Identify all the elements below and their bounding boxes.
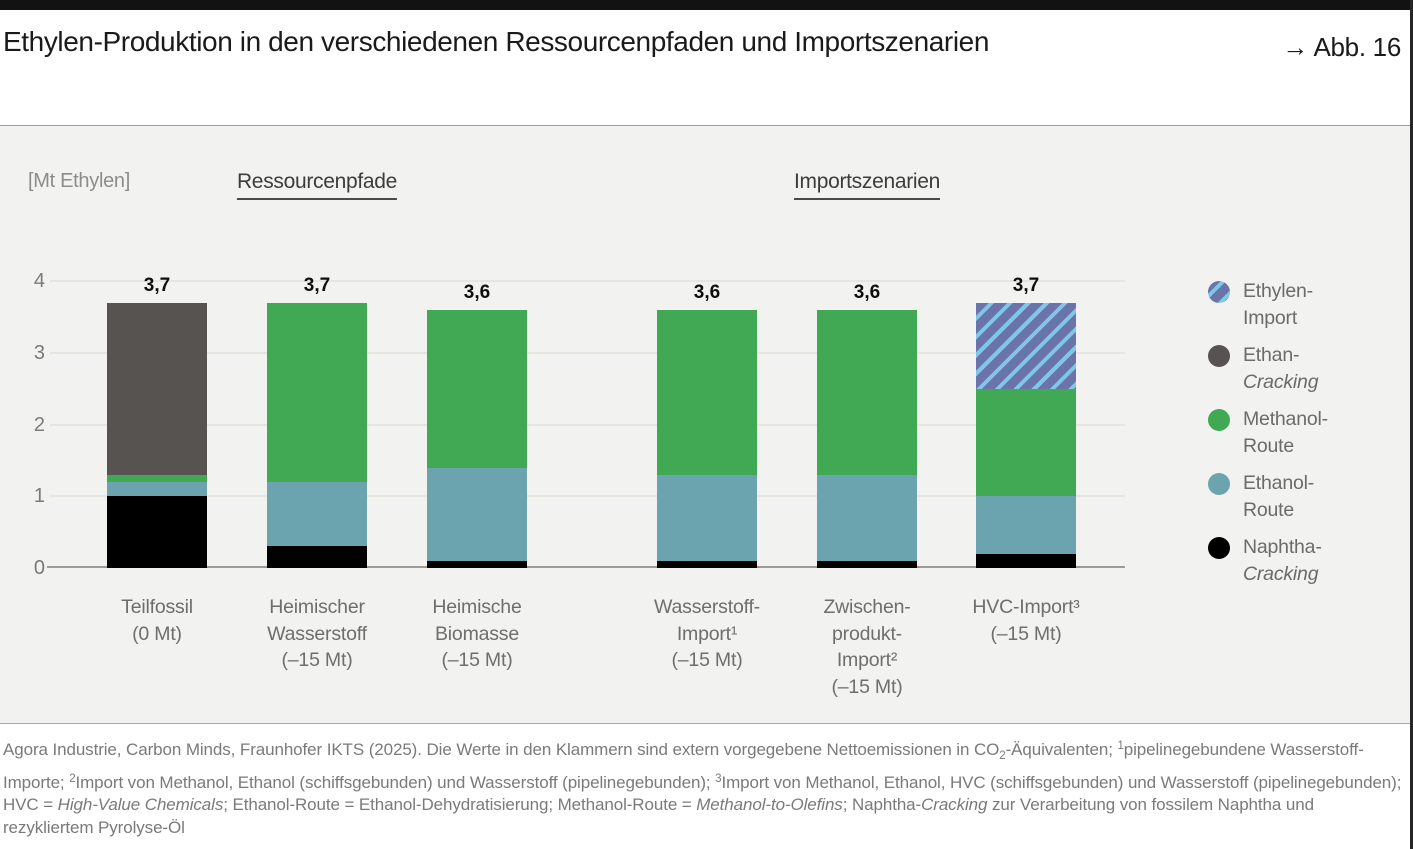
hatched-legend-swatch-icon	[1208, 281, 1230, 303]
chart-section: [Mt Ethylen] Ressourcenpfade Importszena…	[0, 126, 1413, 724]
bar-segment-naphtha-cracking	[657, 561, 757, 568]
legend-swatch-icon	[1208, 409, 1230, 431]
bar-segment-methanol-route	[427, 310, 527, 468]
bar-segment-ethanol-route	[976, 496, 1076, 554]
bar-total-label: 3,7	[143, 275, 171, 296]
bar-segment-ethanol-route	[657, 475, 757, 561]
bar-segment-naphtha-cracking	[107, 496, 207, 568]
legend-item: Naphtha- Cracking	[1208, 534, 1328, 587]
y-tick-label-3: 3	[33, 342, 45, 364]
bar-segment-ethanol-route	[267, 482, 367, 546]
bar-segment-naphtha-cracking	[976, 554, 1076, 568]
bar-segment-methanol-route	[657, 310, 757, 475]
legend-item: Ethan- Cracking	[1208, 342, 1328, 395]
bar-total-label: 3,6	[853, 282, 881, 303]
gridline-3	[50, 352, 1125, 354]
bar-segment-methanol-route	[267, 303, 367, 482]
legend-swatch-icon	[1208, 473, 1230, 495]
gridline-4	[50, 280, 1125, 282]
bar-segment-methanol-route	[976, 389, 1076, 496]
x-axis-label: Heimischer Wasserstoff (–15 Mt)	[267, 596, 367, 671]
x-axis-label: Wasserstoff- Import¹ (–15 Mt)	[654, 596, 760, 671]
bar-segment-ethylen-import	[976, 303, 1076, 389]
x-axis-baseline	[47, 566, 1125, 568]
bar-total-label: 3,7	[1012, 275, 1040, 296]
figure-title: Ethylen-Produktion in den verschiedenen …	[3, 26, 990, 57]
group-header-importszenarien: Importszenarien	[793, 170, 940, 200]
figure-reference: → Abb. 16	[1282, 32, 1401, 62]
bar-total-label: 3,6	[693, 282, 721, 303]
footnote-text: Agora Industrie, Carbon Minds, Fraunhofe…	[3, 740, 1402, 837]
figure-footer: Agora Industrie, Carbon Minds, Fraunhofe…	[0, 724, 1413, 849]
legend-item: Methanol- Route	[1208, 406, 1328, 459]
x-axis-label: Heimische Biomasse (–15 Mt)	[432, 596, 522, 671]
bar-segment-methanol-route	[817, 310, 917, 475]
bar-total-label: 3,7	[303, 275, 331, 296]
bar-segment-methanol-route	[107, 475, 207, 482]
bar-segment-naphtha-cracking	[267, 546, 367, 568]
x-axis-label: Zwischen-produkt- Import² (–15 Mt)	[823, 596, 911, 698]
y-axis-unit-label: [Mt Ethylen]	[28, 170, 130, 192]
legend-swatch-icon	[1208, 537, 1230, 559]
legend-item: Ethanol- Route	[1208, 470, 1328, 523]
group-header-ressourcenpfade: Ressourcenpfade	[236, 170, 397, 200]
x-axis-label: HVC-Import³ (–15 Mt)	[972, 596, 1080, 645]
legend-swatch-icon	[1208, 345, 1230, 367]
legend-item: Ethylen- Import	[1208, 278, 1328, 331]
y-tick-label-4: 4	[33, 270, 45, 292]
legend-label: Ethylen- Import	[1243, 280, 1313, 329]
legend-label: Methanol- Route	[1243, 408, 1328, 457]
gridline-2	[50, 424, 1125, 426]
top-border-bar	[0, 0, 1413, 10]
bar-segment-ethan-cracking	[107, 303, 207, 475]
legend-label: Ethanol- Route	[1243, 472, 1315, 521]
bar-total-label: 3,6	[463, 282, 491, 303]
gridline-1	[50, 495, 1125, 497]
chart-legend: Ethylen- Import Ethan- Cracking Methanol- Rou…	[1208, 278, 1328, 587]
bar-segment-ethanol-route	[107, 482, 207, 496]
figure-header: Ethylen-Produktion in den verschiedenen …	[0, 10, 1413, 126]
x-axis-label: Teilfossil (0 Mt)	[121, 596, 193, 645]
legend-label: Naphtha- Cracking	[1243, 536, 1322, 585]
y-tick-label-1: 1	[33, 485, 45, 507]
bar-segment-ethanol-route	[817, 475, 917, 561]
right-border-bar	[1410, 0, 1413, 849]
bar-segment-naphtha-cracking	[427, 561, 527, 568]
legend-label: Ethan- Cracking	[1243, 344, 1319, 393]
y-tick-label-0: 0	[33, 557, 45, 579]
bar-segment-ethanol-route	[427, 468, 527, 561]
y-tick-label-2: 2	[33, 414, 45, 436]
bar-segment-naphtha-cracking	[817, 561, 917, 568]
